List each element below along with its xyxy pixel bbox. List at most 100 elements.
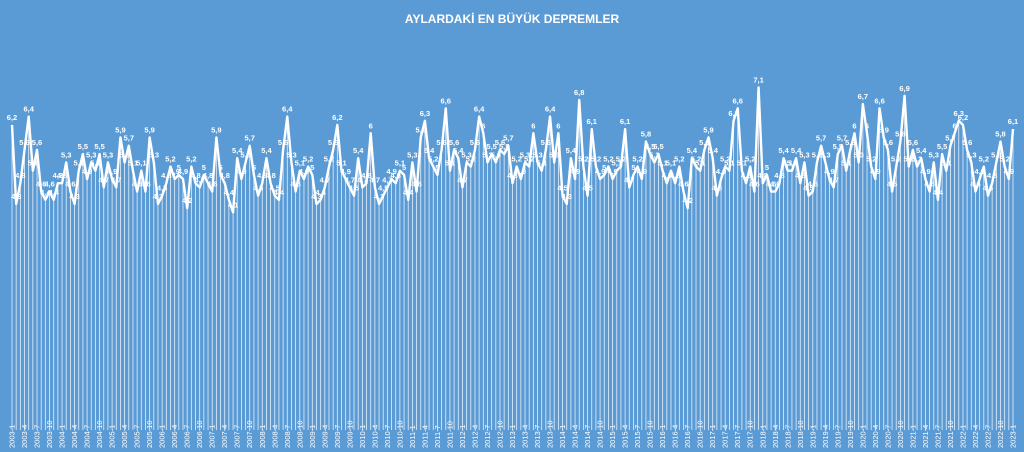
data-label: 4,6 [766, 180, 776, 189]
data-label: 5 [402, 163, 406, 172]
data-label: 5,2 [691, 155, 701, 164]
data-label: 6,2 [958, 113, 968, 122]
x-tick-label: 2022-1 [958, 425, 967, 448]
data-label: 4,9 [870, 167, 880, 176]
data-label: 4,9 [169, 167, 179, 176]
data-label: 4,9 [637, 167, 647, 176]
data-label: 5,7 [503, 134, 513, 143]
x-tick-label: 2015-10 [646, 420, 655, 448]
data-label: 4,7 [320, 175, 330, 184]
data-label: 6,1 [587, 117, 597, 126]
data-label: 4,8 [987, 171, 997, 180]
data-label: 4,5 [270, 184, 280, 193]
data-label: 4,3 [153, 192, 163, 201]
x-tick-label: 2022-7 [983, 425, 992, 448]
data-label: 4,8 [203, 171, 213, 180]
data-label: 5,6 [328, 138, 338, 147]
x-tick-label: 2007-10 [245, 420, 254, 448]
data-label: 5,1 [724, 159, 734, 168]
data-label: 5,3 [991, 150, 1001, 159]
data-label: 5,4 [453, 146, 464, 155]
data-label: 5,4 [778, 146, 789, 155]
x-tick-label: 2008-4 [270, 425, 279, 448]
data-label: 4,5 [157, 184, 167, 193]
x-tick-label: 2014-10 [596, 420, 605, 448]
x-tick-label: 2007-4 [220, 425, 229, 448]
data-label: 4,7 [345, 175, 355, 184]
data-label: 5,2 [979, 155, 989, 164]
data-label: 5,3 [649, 150, 659, 159]
data-label: 4,8 [257, 171, 267, 180]
data-label: 6,3 [954, 109, 964, 118]
data-label: 6 [852, 121, 856, 130]
data-label: 5,2 [891, 155, 901, 164]
data-label: 5,2 [511, 155, 521, 164]
data-label: 5,6 [962, 138, 972, 147]
x-tick-label: 2019-10 [846, 420, 855, 448]
x-tick-label: 2016-4 [671, 425, 680, 448]
x-tick-label: 2007-1 [208, 425, 217, 448]
data-label: 6,1 [1008, 117, 1018, 126]
data-label: 5,1 [841, 159, 851, 168]
x-tick-label: 2018-1 [758, 425, 767, 448]
data-label: 5,5 [645, 142, 655, 151]
data-label: 6,6 [733, 96, 743, 105]
x-tick-label: 2010-10 [395, 420, 404, 448]
data-label: 5 [310, 163, 314, 172]
data-label: 5,1 [666, 159, 676, 168]
data-label: 5,4 [687, 146, 698, 155]
data-label: 4,4 [403, 188, 414, 197]
data-label: 6,1 [620, 117, 630, 126]
data-label: 4,9 [340, 167, 350, 176]
data-label: 4,3 [311, 192, 321, 201]
data-label: 5,6 [845, 138, 855, 147]
data-label: 4,5 [803, 184, 813, 193]
data-label: 4,8 [774, 171, 784, 180]
data-label: 5,4 [566, 146, 577, 155]
data-label: 5,3 [103, 150, 113, 159]
data-label: 4,8 [265, 171, 275, 180]
x-tick-label: 2003-4 [20, 425, 29, 448]
data-label: 5,1 [737, 159, 747, 168]
x-tick-label: 2012-4 [470, 425, 479, 448]
x-tick-label: 2014-4 [571, 425, 580, 448]
x-tick-label: 2004-4 [70, 425, 79, 448]
x-tick-label: 2003-10 [45, 420, 54, 448]
data-label: 5 [602, 163, 606, 172]
data-label: 5,6 [883, 138, 893, 147]
data-label: 4,7 [357, 175, 367, 184]
data-label: 5,5 [833, 142, 843, 151]
x-tick-label: 2008-1 [258, 425, 267, 448]
x-tick-label: 2015-4 [621, 425, 630, 448]
data-label: 5,4 [916, 146, 927, 155]
x-tick-label: 2017-10 [746, 420, 755, 448]
data-label: 6,8 [574, 88, 584, 97]
x-tick-label: 2012-7 [483, 425, 492, 448]
data-label: 5,5 [94, 142, 104, 151]
data-label: 5,4 [707, 146, 718, 155]
data-label: 5,2 [428, 155, 438, 164]
data-label: 5,4 [261, 146, 272, 155]
data-label: 5,4 [791, 146, 802, 155]
data-label: 4,2 [682, 196, 692, 205]
x-tick-label: 2014-7 [583, 425, 592, 448]
data-label: 5,1 [395, 159, 405, 168]
data-label: 4,5 [582, 184, 592, 193]
data-label: 5,5 [653, 142, 663, 151]
data-label: 4,8 [219, 171, 229, 180]
x-tick-label: 2013-1 [508, 425, 517, 448]
x-tick-label: 2005-10 [145, 420, 154, 448]
data-label: 4,3 [11, 192, 21, 201]
data-label: 5 [202, 163, 206, 172]
data-label: 5,2 [674, 155, 684, 164]
data-label: 5,6 [436, 138, 446, 147]
data-label: 5,6 [908, 138, 918, 147]
x-tick-label: 2019-1 [808, 425, 817, 448]
x-tick-label: 2022-10 [996, 420, 1005, 448]
data-label: 4,7 [194, 175, 204, 184]
x-tick-label: 2015-7 [633, 425, 642, 448]
data-label: 6,6 [874, 96, 884, 105]
data-label: 5,2 [524, 155, 534, 164]
x-tick-label: 2009-4 [320, 425, 329, 448]
data-label: 5,2 [578, 155, 588, 164]
